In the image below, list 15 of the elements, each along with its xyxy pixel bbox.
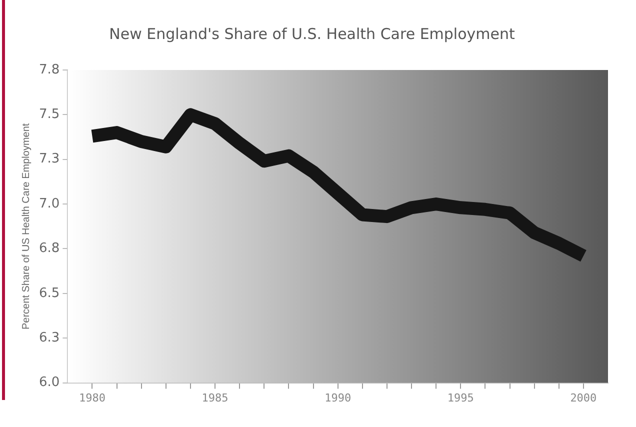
y-tick-label: 6.8 — [38, 241, 60, 256]
y-tick-label: 7.3 — [38, 152, 60, 167]
x-tick-label: 1980 — [78, 391, 106, 404]
y-tick-label: 7.8 — [38, 62, 60, 78]
y-tick-label: 6.5 — [38, 286, 60, 301]
y-tick-label: 7.0 — [38, 196, 60, 212]
chart-title: New England's Share of U.S. Health Care Employment — [109, 24, 515, 43]
y-axis-title: Percent Share of US Health Care Employment — [20, 123, 32, 330]
y-tick-label: 6.0 — [38, 375, 60, 390]
x-tick-label: 1995 — [447, 391, 474, 404]
x-tick-label: 1990 — [324, 391, 352, 404]
x-tick-label: 1985 — [202, 391, 228, 404]
x-tick-label: 2000 — [570, 391, 597, 404]
y-tick-label: 7.5 — [38, 107, 60, 122]
y-tick-label: 6.3 — [38, 330, 60, 346]
